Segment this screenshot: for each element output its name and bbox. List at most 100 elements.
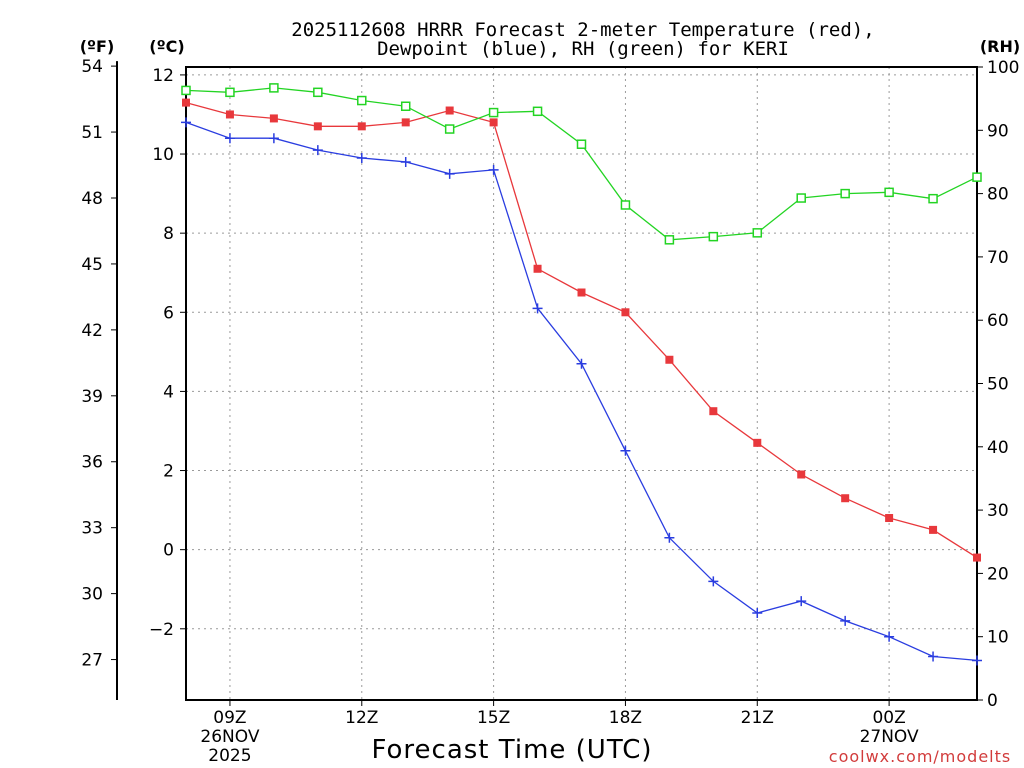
dewpoint-point <box>972 655 982 666</box>
dewpoint-point <box>312 145 323 156</box>
dewpoint-point <box>620 445 631 456</box>
rh-tick-label: 20 <box>987 564 1009 584</box>
fahrenheit-tick-label: 36 <box>81 453 103 473</box>
temperature-point <box>269 114 278 123</box>
rh-point <box>400 101 411 111</box>
fahrenheit-tick-label: 45 <box>81 255 103 275</box>
x-tick-label: 21Z <box>741 708 774 728</box>
temperature-point <box>797 470 806 479</box>
rh-point <box>225 87 235 98</box>
dewpoint-point <box>488 164 499 175</box>
rh-tick-label: 100 <box>987 58 1019 78</box>
temperature-point <box>753 438 762 447</box>
temperature-point <box>929 525 938 534</box>
axes: 121086420−254514845423936333027100908070… <box>81 57 1019 766</box>
rh-point <box>444 124 455 134</box>
rh-tick-label: 80 <box>987 185 1009 205</box>
dewpoint-point <box>444 168 455 179</box>
temperature-point <box>973 553 981 562</box>
rh-tick-label: 60 <box>987 311 1009 331</box>
dewpoint-point <box>708 576 719 587</box>
rh-point <box>972 172 982 182</box>
dewpoint-point <box>664 532 675 543</box>
celsius-tick-label: 4 <box>163 382 174 402</box>
fahrenheit-tick-label: 27 <box>81 651 103 671</box>
fahrenheit-tick-label: 39 <box>81 387 103 407</box>
rh-unit-label: (RH) <box>980 37 1020 56</box>
rh-tick-label: 10 <box>987 628 1009 648</box>
fahrenheit-unit-label: (ºF) <box>80 37 115 56</box>
rh-point <box>488 107 499 118</box>
chart-title-line1: 2025112608 HRRR Forecast 2-meter Tempera… <box>291 19 874 41</box>
dewpoint-point <box>400 156 411 167</box>
fahrenheit-tick-label: 54 <box>81 57 103 77</box>
celsius-tick-label: 12 <box>152 66 174 86</box>
temperature-point <box>489 118 498 127</box>
x-tick-label: 15Z <box>477 708 510 728</box>
rh-tick-label: 90 <box>987 121 1009 141</box>
temperature-point <box>401 118 410 127</box>
temperature-point <box>885 514 894 523</box>
temperature-point <box>533 264 542 273</box>
plot-frame <box>185 66 978 701</box>
rh-tick-label: 50 <box>987 375 1009 395</box>
temperature-point <box>182 98 190 107</box>
x-tick-label: 12Z <box>345 708 378 728</box>
rh-point <box>269 83 279 93</box>
rh-tick-label: 0 <box>987 691 998 711</box>
temperature-point <box>709 407 718 416</box>
chart-title-line2: Dewpoint (blue), RH (green) for KERI <box>377 38 789 60</box>
celsius-tick-label: 8 <box>163 224 174 244</box>
celsius-unit-label: (ºC) <box>149 37 184 56</box>
dewpoint-point <box>840 615 851 626</box>
rh-tick-label: 70 <box>987 248 1009 268</box>
rh-point <box>752 228 763 238</box>
celsius-tick-label: −2 <box>149 620 174 640</box>
rh-point <box>357 95 367 106</box>
dewpoint-point <box>576 358 587 369</box>
dewpoint-point <box>268 133 279 144</box>
temperature-line <box>185 101 978 559</box>
fahrenheit-tick-label: 33 <box>81 519 103 539</box>
rh-point <box>840 188 850 199</box>
data-series <box>181 83 982 666</box>
dewpoint-point <box>752 607 763 618</box>
dewpoint-point <box>796 596 807 607</box>
dewpoint-point <box>884 631 895 642</box>
fahrenheit-tick-label: 30 <box>81 585 103 605</box>
celsius-tick-label: 0 <box>163 541 174 561</box>
dewpoint-point <box>181 117 191 128</box>
celsius-tick-label: 6 <box>163 303 174 323</box>
dewpoint-point <box>356 152 367 163</box>
dewpoint-point <box>928 651 939 662</box>
temperature-point <box>841 494 850 503</box>
x-tick-date-label: 27NOV <box>860 727 919 747</box>
rh-point <box>620 200 631 210</box>
x-tick-label: 09Z <box>213 708 246 728</box>
rh-point <box>313 87 323 98</box>
chart-labels: 2025112608 HRRR Forecast 2-meter Tempera… <box>80 19 1020 766</box>
rh-line <box>185 87 978 241</box>
rh-tick-label: 40 <box>987 438 1009 458</box>
temperature-point <box>225 110 234 119</box>
site-credit: coolwx.com/modelts <box>829 747 1011 766</box>
fahrenheit-tick-label: 48 <box>81 189 103 209</box>
fahrenheit-tick-label: 42 <box>81 321 103 341</box>
x-axis-label: Forecast Time (UTC) <box>371 735 652 765</box>
rh-point <box>884 187 894 198</box>
temperature-point <box>621 308 630 317</box>
grid-lines <box>186 67 977 700</box>
x-tick-date-label: 26NOV <box>200 727 259 747</box>
rh-point <box>181 85 191 96</box>
rh-point <box>664 235 675 245</box>
rh-point <box>796 193 806 203</box>
rh-point <box>532 106 543 117</box>
rh-tick-label: 30 <box>987 501 1009 521</box>
x-tick-year-label: 2025 <box>208 746 251 766</box>
temperature-point <box>445 106 454 115</box>
dewpoint-point <box>532 303 543 314</box>
celsius-tick-label: 2 <box>163 462 174 482</box>
x-tick-label: 18Z <box>609 708 642 728</box>
x-tick-label: 00Z <box>872 708 905 728</box>
